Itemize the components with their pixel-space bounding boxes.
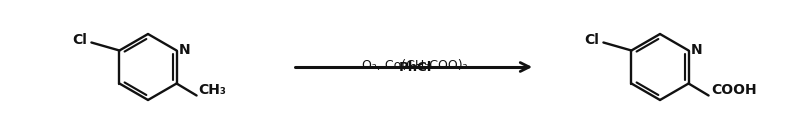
Text: Cl: Cl xyxy=(584,34,600,47)
Text: PhCl: PhCl xyxy=(398,61,431,74)
Text: N: N xyxy=(691,44,702,57)
Text: Cl: Cl xyxy=(72,34,88,47)
Text: COOH: COOH xyxy=(712,83,758,98)
Text: CH₃: CH₃ xyxy=(199,83,226,98)
Text: O₂, Co(CH₃COO)₂: O₂, Co(CH₃COO)₂ xyxy=(362,59,468,72)
Text: N: N xyxy=(179,44,190,57)
